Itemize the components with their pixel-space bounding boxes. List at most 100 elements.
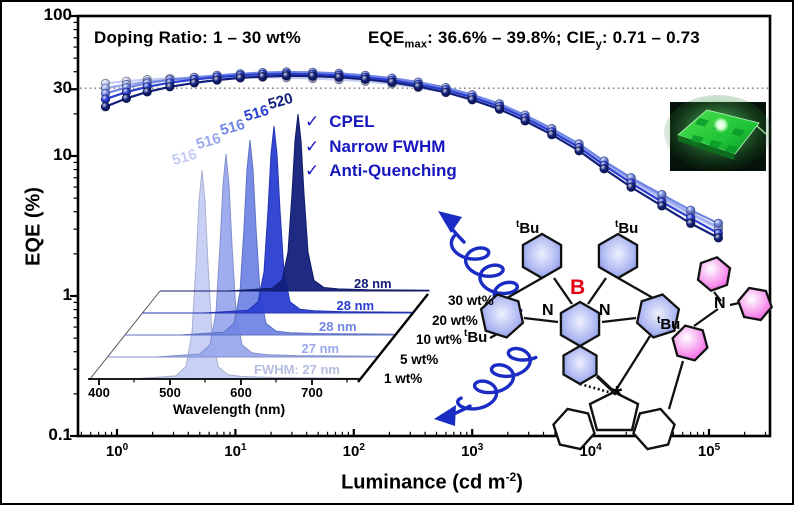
spectrum-area bbox=[107, 153, 377, 358]
cp-light-spiral-arrows bbox=[434, 211, 538, 426]
x-tick-exponent: 1 bbox=[240, 442, 247, 453]
x-tick-exponent: 3 bbox=[477, 442, 484, 453]
electrode-pad bbox=[725, 145, 739, 154]
molecule-structure bbox=[479, 232, 774, 451]
amine-nitrogen-text: N bbox=[714, 295, 726, 312]
bond bbox=[617, 277, 654, 299]
inset-x-axis-title-text: Wavelength (nm) bbox=[172, 401, 286, 417]
doping-wt-label: 30 wt% bbox=[448, 293, 494, 308]
eqe-data-marker bbox=[258, 72, 268, 82]
x-tick-label: 105 bbox=[687, 442, 731, 460]
inset-x-tick-label: 400 bbox=[88, 385, 110, 400]
eqe-data-marker bbox=[212, 75, 222, 85]
emission-spot bbox=[713, 117, 729, 133]
cie-subscript: y bbox=[595, 38, 602, 51]
bond bbox=[553, 277, 573, 305]
y-axis-title-text: EQE (%) bbox=[22, 187, 45, 266]
tbu-label-right: tBu bbox=[657, 315, 680, 333]
pink-ring bbox=[736, 286, 774, 322]
electrode-pad bbox=[708, 140, 722, 149]
doping-ratio-annotation: Doping Ratio: 1 – 30 wt% bbox=[94, 28, 301, 48]
check-icon: ✓ bbox=[305, 161, 320, 180]
eqe-subscript: max bbox=[404, 38, 428, 51]
x-axis-title-text: Luminance (cd m bbox=[341, 471, 506, 494]
eqe-data-marker bbox=[334, 72, 344, 82]
eqe-data-marker bbox=[441, 87, 451, 97]
doping-wt-label: 1 wt% bbox=[384, 371, 423, 386]
x-tick-label: 101 bbox=[213, 442, 257, 460]
eqe-data-marker bbox=[413, 82, 423, 92]
tbu-text: Bu bbox=[618, 220, 639, 237]
bond bbox=[601, 316, 637, 324]
blue-ring bbox=[635, 293, 681, 339]
chiral-mark-text: * bbox=[612, 380, 623, 410]
eqe-data-marker bbox=[686, 205, 696, 215]
x-tick-base: 10 bbox=[579, 443, 597, 460]
el-spectra-inset bbox=[88, 113, 430, 385]
device-photo bbox=[664, 95, 772, 171]
eqe-data-marker bbox=[713, 218, 724, 228]
y-tick-label: 0.1 bbox=[48, 425, 72, 444]
blue-ring bbox=[559, 300, 601, 348]
inset-x-tick-label: 500 bbox=[159, 385, 181, 400]
upper-spiral bbox=[449, 233, 523, 313]
eqe-label: EQE bbox=[368, 28, 405, 47]
inset-x-tick-label: 700 bbox=[301, 385, 323, 400]
eqe-range-text: : 36.6% – 39.8%; CIE bbox=[427, 28, 596, 47]
bond bbox=[729, 301, 740, 307]
y-tick-label: 10 bbox=[53, 145, 72, 164]
hashed-wedge-bond bbox=[579, 382, 613, 395]
tbu-text: Bu bbox=[519, 220, 540, 237]
eqe-curves bbox=[100, 67, 724, 243]
check-icon: ✓ bbox=[305, 112, 320, 131]
fwhm-label: FWHM: 27 nm bbox=[254, 362, 340, 377]
chiral-center-asterisk: * bbox=[612, 380, 622, 411]
nitrogen-text: N bbox=[599, 302, 611, 319]
electrode-pad bbox=[690, 135, 704, 144]
checklist-item: ✓ CPEL bbox=[305, 112, 375, 132]
eqe-data-marker bbox=[494, 104, 505, 114]
eqe-data-marker bbox=[626, 182, 636, 192]
eqe-data-marker bbox=[189, 78, 199, 88]
x-tick-exponent: 2 bbox=[359, 442, 365, 453]
eqe-data-marker bbox=[235, 73, 245, 83]
electrode-pad bbox=[731, 128, 745, 137]
inset-x-tick-label: 600 bbox=[230, 385, 252, 400]
bond bbox=[615, 335, 651, 391]
y-tick-label: 1 bbox=[62, 285, 72, 304]
tbu-text: Bu bbox=[467, 329, 488, 346]
spectrum-area bbox=[90, 169, 360, 380]
fwhm-label: 28 nm bbox=[354, 276, 392, 291]
eqe-data-marker bbox=[308, 71, 318, 81]
eqe-data-marker bbox=[547, 130, 557, 140]
tbu-sup: t bbox=[464, 328, 468, 339]
eqe-data-marker bbox=[574, 146, 584, 156]
eqe-data-marker bbox=[657, 201, 667, 211]
nitrogen-atom-label-left: N bbox=[542, 302, 554, 320]
bond bbox=[506, 277, 543, 299]
fwhm-label: 27 nm bbox=[301, 340, 340, 356]
fwhm-label: 28 nm bbox=[336, 297, 375, 313]
doping-ratio-text: Doping Ratio: 1 – 30 wt% bbox=[94, 28, 301, 47]
x-tick-base: 10 bbox=[461, 443, 478, 460]
eqe-data-marker bbox=[387, 77, 397, 87]
eqe-data-marker bbox=[281, 71, 292, 81]
tbu-label-top-left: tBu bbox=[516, 219, 539, 237]
doping-wt-label: 10 wt% bbox=[416, 332, 462, 347]
eqe-data-marker bbox=[360, 74, 370, 84]
check-icon: ✓ bbox=[305, 136, 320, 156]
checklist-item-label: Anti-Quenching bbox=[329, 161, 457, 180]
spectrum-area bbox=[142, 125, 412, 314]
checklist-item: ✓ Anti-Quenching bbox=[305, 161, 457, 181]
eqe-data-marker bbox=[100, 94, 111, 104]
doping-wt-label: 20 wt% bbox=[432, 312, 478, 328]
bond bbox=[713, 291, 722, 302]
eqe-data-marker bbox=[686, 218, 696, 228]
fluorene-ring-left bbox=[552, 407, 596, 451]
tbu-sup: t bbox=[615, 219, 619, 230]
nitrogen-atom-label-right: N bbox=[599, 302, 611, 320]
fluorene-ring-right bbox=[632, 407, 676, 451]
x-tick-exponent: 4 bbox=[596, 442, 602, 453]
bond bbox=[587, 277, 607, 305]
